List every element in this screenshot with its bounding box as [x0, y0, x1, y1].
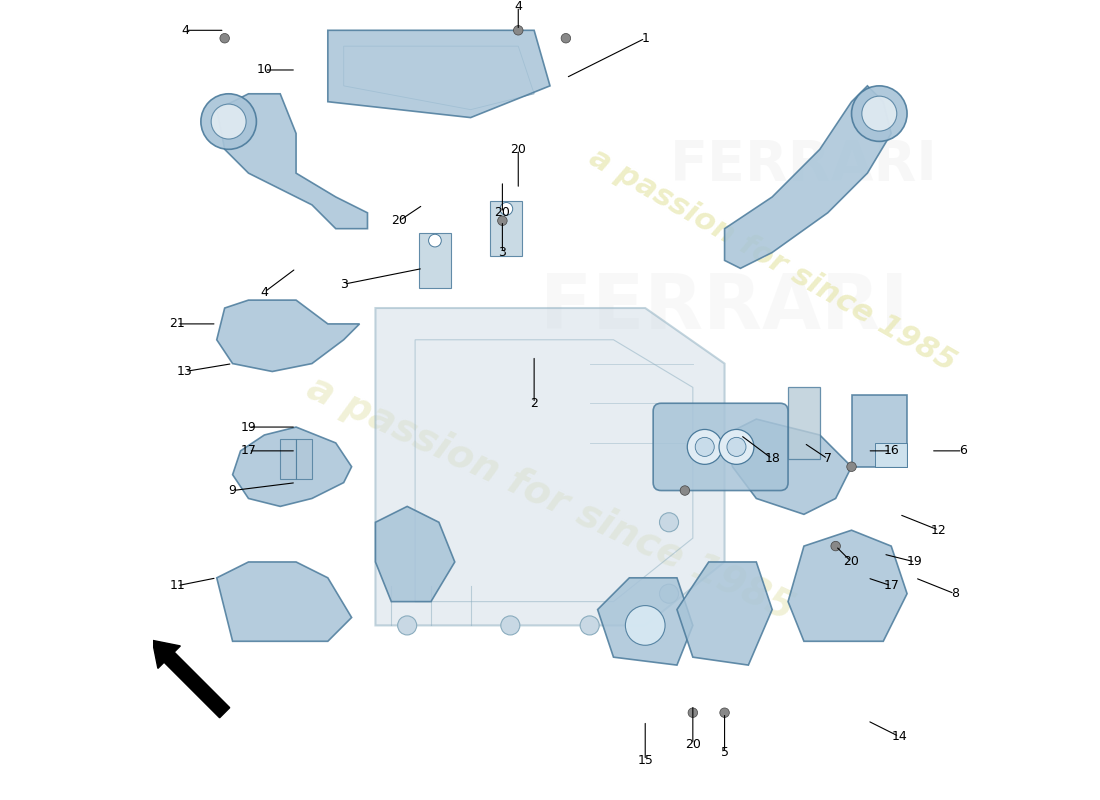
Text: 1: 1 — [641, 32, 649, 45]
Circle shape — [660, 513, 679, 532]
Text: 4: 4 — [515, 0, 522, 13]
Circle shape — [211, 104, 246, 139]
Text: 12: 12 — [931, 524, 947, 537]
Text: 20: 20 — [495, 206, 510, 219]
Circle shape — [201, 94, 256, 150]
Text: 17: 17 — [241, 444, 256, 458]
Text: 3: 3 — [340, 278, 348, 290]
Circle shape — [220, 34, 230, 43]
Circle shape — [561, 34, 571, 43]
Text: 10: 10 — [256, 63, 273, 77]
Circle shape — [847, 462, 856, 471]
Text: FERRARI: FERRARI — [670, 138, 938, 192]
Circle shape — [861, 96, 896, 131]
Polygon shape — [375, 308, 725, 626]
Polygon shape — [676, 562, 772, 665]
Circle shape — [500, 616, 520, 635]
Text: 20: 20 — [844, 555, 859, 569]
Text: 3: 3 — [498, 246, 506, 259]
Polygon shape — [217, 94, 367, 229]
FancyBboxPatch shape — [491, 201, 522, 257]
Circle shape — [689, 708, 697, 718]
Polygon shape — [876, 443, 907, 466]
Circle shape — [497, 216, 507, 226]
Text: a passion for since 1985: a passion for since 1985 — [300, 369, 800, 628]
Polygon shape — [788, 387, 820, 458]
Text: 19: 19 — [241, 421, 256, 434]
Circle shape — [500, 202, 513, 215]
Circle shape — [397, 616, 417, 635]
FancyBboxPatch shape — [419, 233, 451, 288]
Text: 5: 5 — [720, 746, 728, 759]
Circle shape — [830, 542, 840, 551]
Circle shape — [695, 438, 714, 457]
Circle shape — [680, 486, 690, 495]
Circle shape — [719, 430, 754, 464]
Text: 9: 9 — [229, 484, 236, 497]
Text: 8: 8 — [950, 587, 959, 600]
FancyBboxPatch shape — [851, 395, 907, 466]
Circle shape — [429, 234, 441, 247]
Text: 20: 20 — [392, 214, 407, 227]
Text: a passion for since 1985: a passion for since 1985 — [584, 143, 960, 378]
Circle shape — [851, 86, 907, 142]
FancyArrow shape — [152, 640, 230, 718]
Text: 7: 7 — [824, 452, 832, 466]
Polygon shape — [597, 578, 693, 665]
Text: 21: 21 — [169, 318, 185, 330]
Polygon shape — [725, 419, 851, 514]
Text: 14: 14 — [891, 730, 908, 743]
Text: 16: 16 — [883, 444, 899, 458]
Circle shape — [688, 430, 723, 464]
Text: 4: 4 — [182, 24, 189, 37]
Text: 2: 2 — [530, 397, 538, 410]
Circle shape — [514, 26, 522, 35]
Polygon shape — [217, 562, 352, 642]
Circle shape — [580, 616, 600, 635]
Polygon shape — [725, 86, 891, 268]
Text: FERRARI: FERRARI — [540, 271, 909, 345]
Text: 6: 6 — [959, 444, 967, 458]
Text: 13: 13 — [177, 365, 192, 378]
Text: 19: 19 — [908, 555, 923, 569]
Circle shape — [626, 606, 666, 646]
Circle shape — [727, 438, 746, 457]
Polygon shape — [788, 530, 908, 642]
Polygon shape — [232, 427, 352, 506]
Polygon shape — [328, 30, 550, 118]
Text: 20: 20 — [510, 143, 526, 156]
Text: 18: 18 — [764, 452, 780, 466]
Polygon shape — [375, 506, 454, 602]
FancyBboxPatch shape — [296, 439, 312, 478]
Text: 15: 15 — [637, 754, 653, 767]
Polygon shape — [217, 300, 360, 371]
Text: 11: 11 — [169, 579, 185, 592]
Text: 20: 20 — [685, 738, 701, 751]
FancyBboxPatch shape — [653, 403, 788, 490]
FancyBboxPatch shape — [280, 439, 296, 478]
Text: 17: 17 — [883, 579, 899, 592]
Circle shape — [660, 584, 679, 603]
Circle shape — [719, 708, 729, 718]
Text: 4: 4 — [261, 286, 268, 298]
